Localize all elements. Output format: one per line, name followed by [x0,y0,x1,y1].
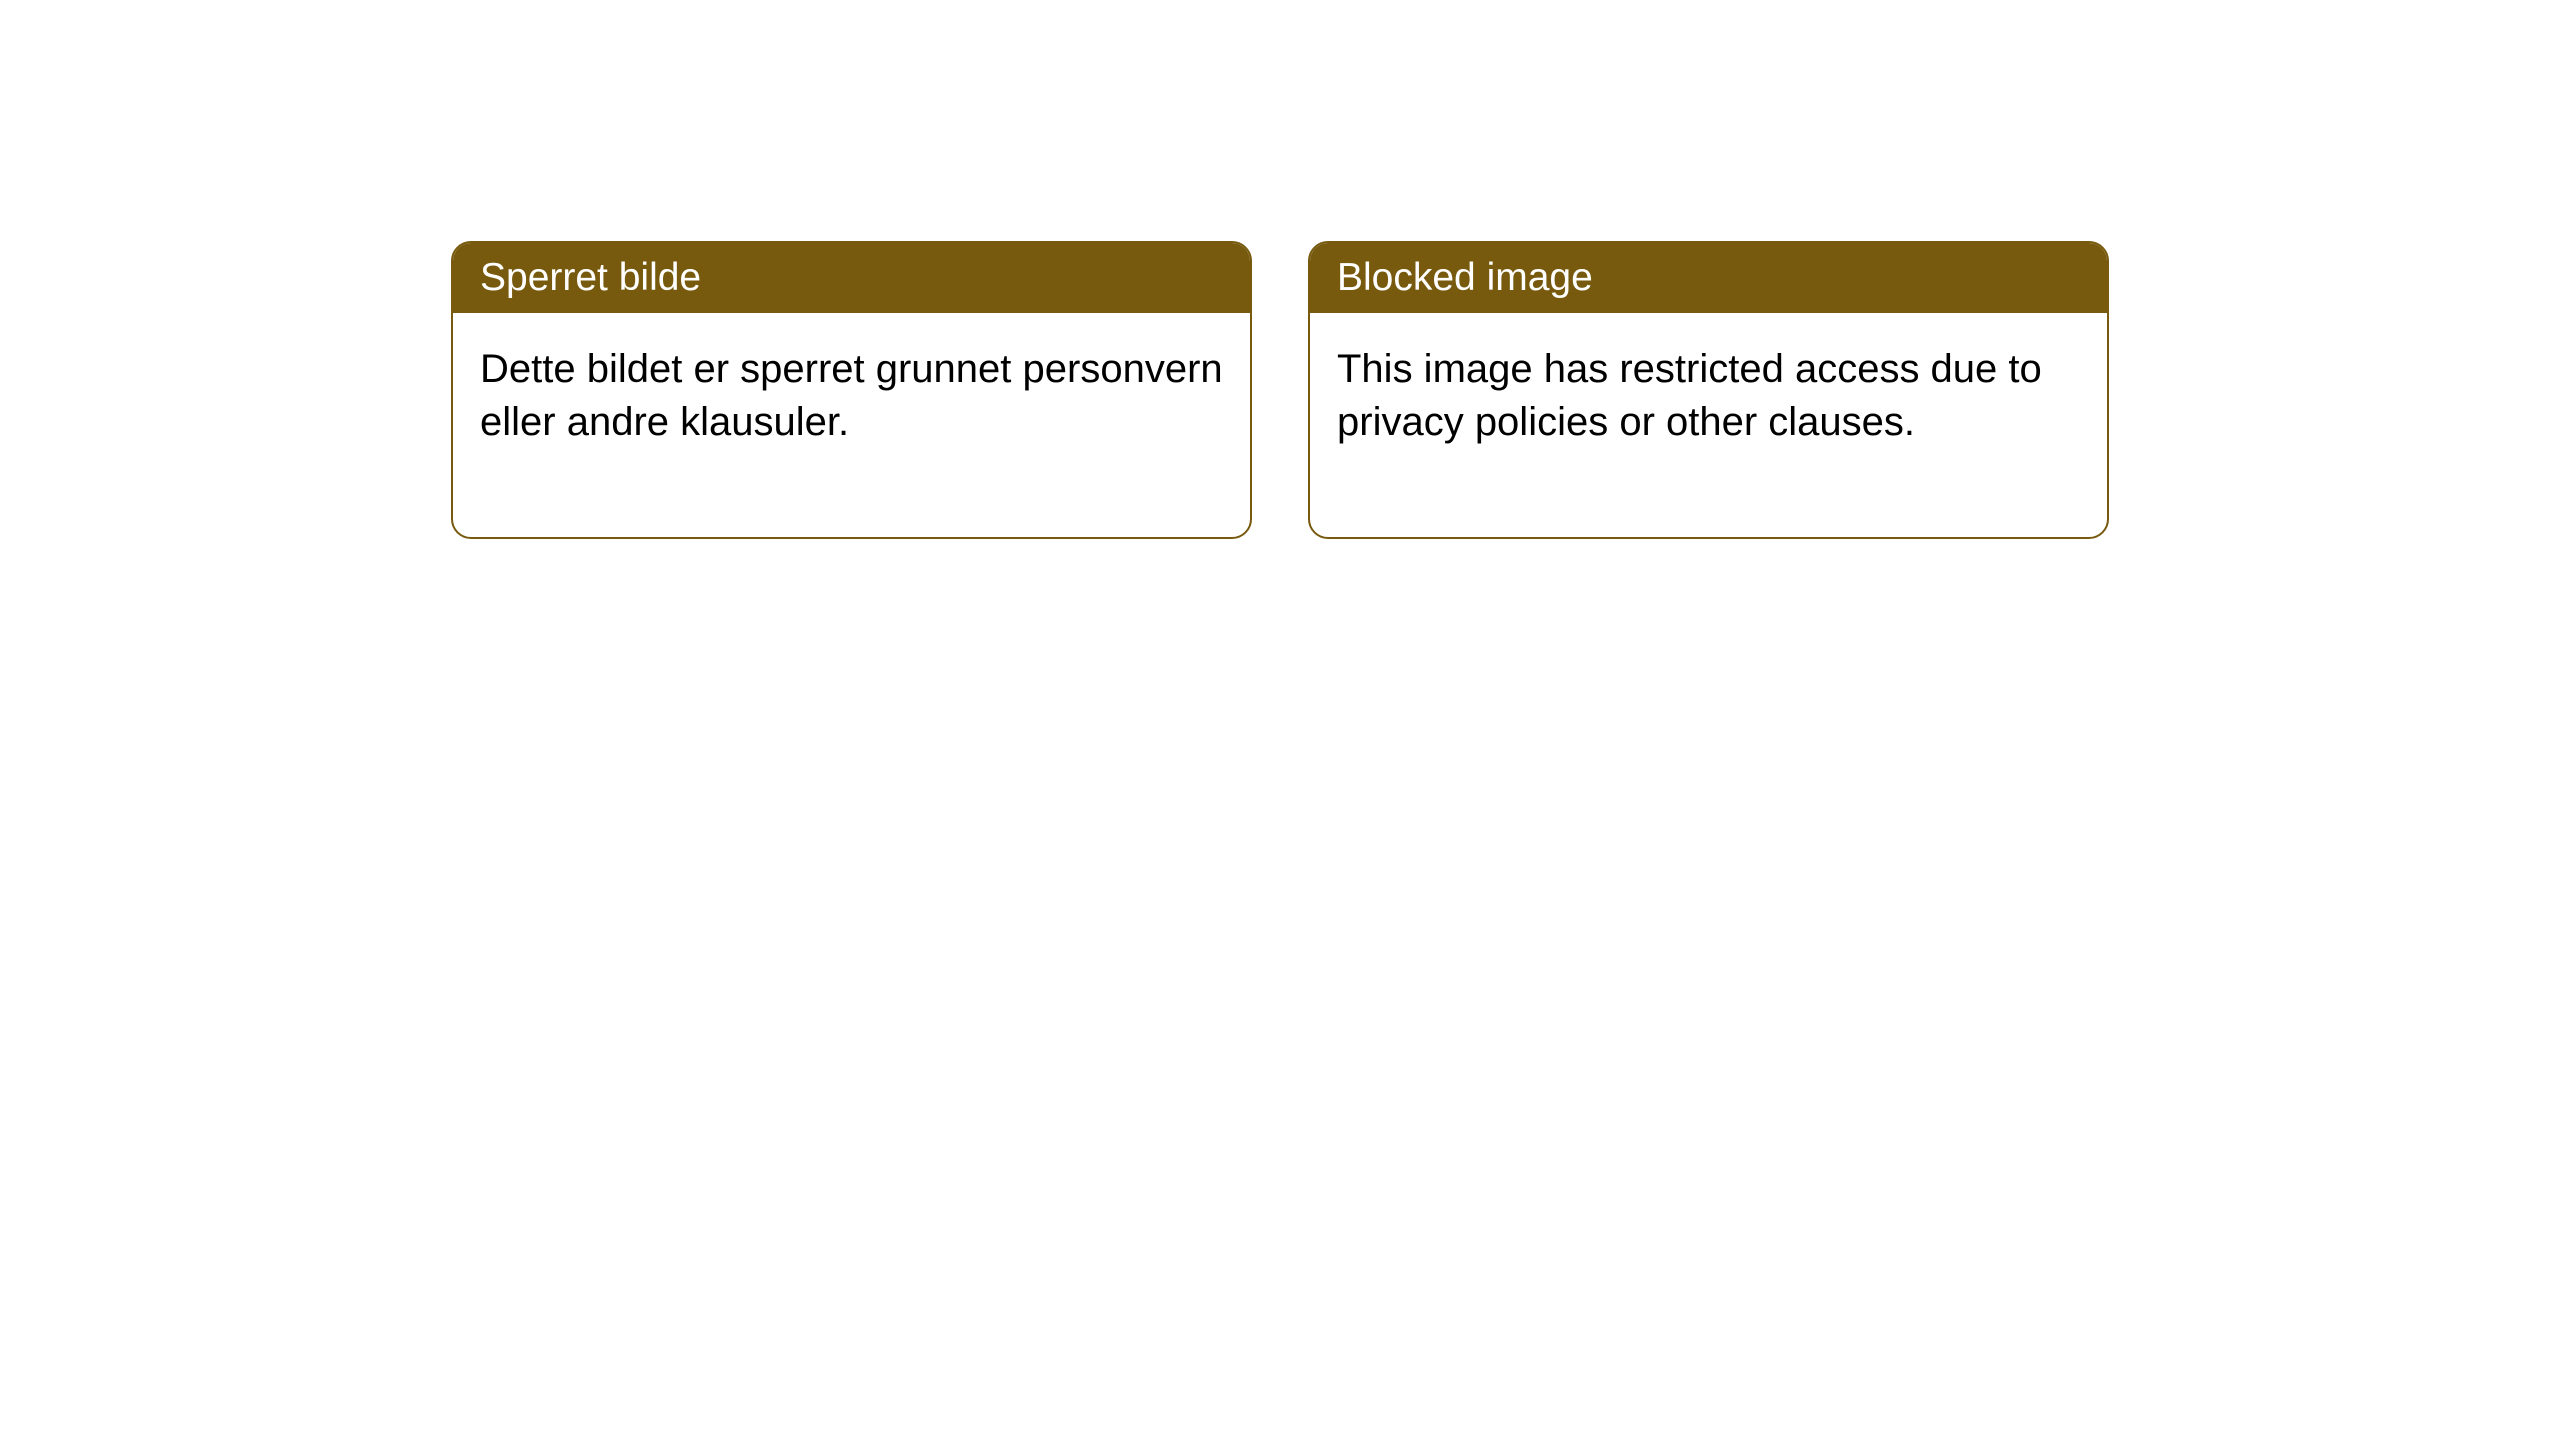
notice-message-norwegian: Dette bildet er sperret grunnet personve… [453,313,1250,537]
notice-message-english: This image has restricted access due to … [1310,313,2107,537]
notice-cards-container: Sperret bilde Dette bildet er sperret gr… [0,0,2560,539]
notice-title-norwegian: Sperret bilde [453,243,1250,313]
notice-card-norwegian: Sperret bilde Dette bildet er sperret gr… [451,241,1252,539]
notice-card-english: Blocked image This image has restricted … [1308,241,2109,539]
notice-title-english: Blocked image [1310,243,2107,313]
